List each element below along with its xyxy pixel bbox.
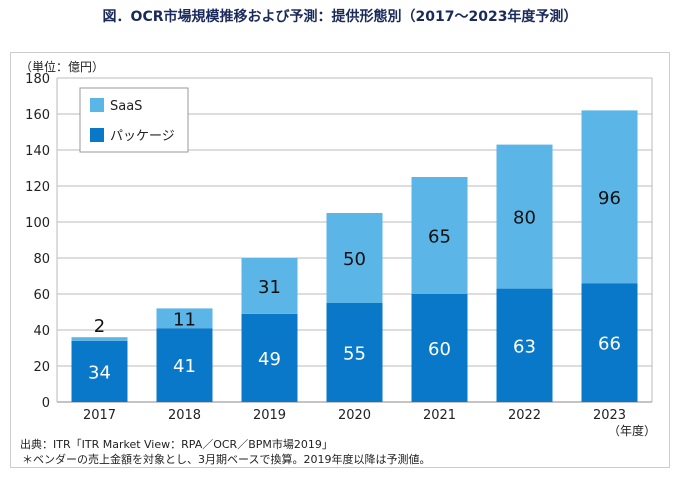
data-label: 49 [258,349,281,370]
bar-package [581,283,638,402]
bar-saas [156,308,213,329]
data-label: 60 [428,339,451,360]
bar-package [241,313,298,402]
data-label: 41 [173,356,196,377]
y-tick-label: 180 [25,72,50,87]
y-tick-label: 60 [33,288,50,303]
data-label: 34 [88,362,111,383]
data-label: 31 [258,277,281,298]
x-tick-label: 2022 [508,408,541,423]
legend-swatch [90,128,104,142]
data-label: 11 [173,309,196,330]
legend-label: SaaS [110,99,142,114]
bar-saas [496,144,553,289]
data-label: 50 [343,249,366,270]
x-tick-label: 2023 [593,408,626,423]
data-label: 2 [94,316,105,337]
y-tick-label: 40 [33,324,50,339]
bar-saas [326,213,383,303]
y-tick-label: 0 [42,396,50,411]
unit-label: （単位：億円） [20,60,105,74]
chart-frame [10,52,670,468]
data-label: 63 [513,336,536,357]
bar-saas [411,177,468,294]
legend-swatch [90,98,104,112]
data-label: 80 [513,208,536,229]
source-note: 出典：ITR「ITR Market View：RPA／OCR／BPM市場2019… [20,438,333,451]
data-label: 65 [428,227,451,248]
x-tick-label: 2021 [423,408,456,423]
x-unit-label: （年度） [608,424,657,438]
x-tick-label: 2018 [168,408,201,423]
y-tick-label: 160 [25,108,50,123]
bar-saas [581,110,638,284]
bar-package [156,328,213,402]
data-label: 55 [343,344,366,365]
x-tick-label: 2020 [338,408,371,423]
bar-package [411,294,468,402]
y-tick-label: 120 [25,180,50,195]
y-tick-label: 140 [25,144,50,159]
x-tick-label: 2019 [253,408,286,423]
y-tick-label: 20 [33,360,50,375]
bar-saas [241,258,298,314]
bar-package [326,303,383,402]
chart-title: 図．OCR市場規模推移および予測：提供形態別（2017～2023年度予測） [102,9,578,25]
bar-package [71,340,128,402]
footnote: ＊ベンダーの売上金額を対象とし、3月期ベースで換算。2019年度以降は予測値。 [22,453,431,466]
bar-saas [71,337,128,341]
y-tick-label: 80 [33,252,50,267]
x-tick-label: 2017 [83,408,116,423]
y-tick-label: 100 [25,216,50,231]
data-label: 96 [598,188,621,209]
bar-package [496,288,553,402]
data-label: 66 [598,334,621,355]
legend-label: パッケージ [110,129,175,144]
